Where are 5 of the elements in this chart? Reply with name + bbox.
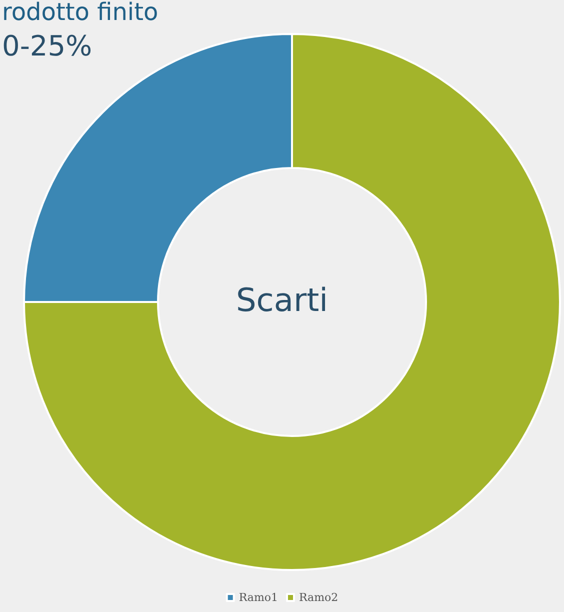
legend-label: Ramo1: [238, 591, 278, 604]
text: 0-25%: [2, 30, 92, 62]
legend-label: Ramo2: [299, 591, 338, 604]
text: Scarti: [236, 281, 328, 319]
text: rodotto finito: [2, 0, 158, 26]
